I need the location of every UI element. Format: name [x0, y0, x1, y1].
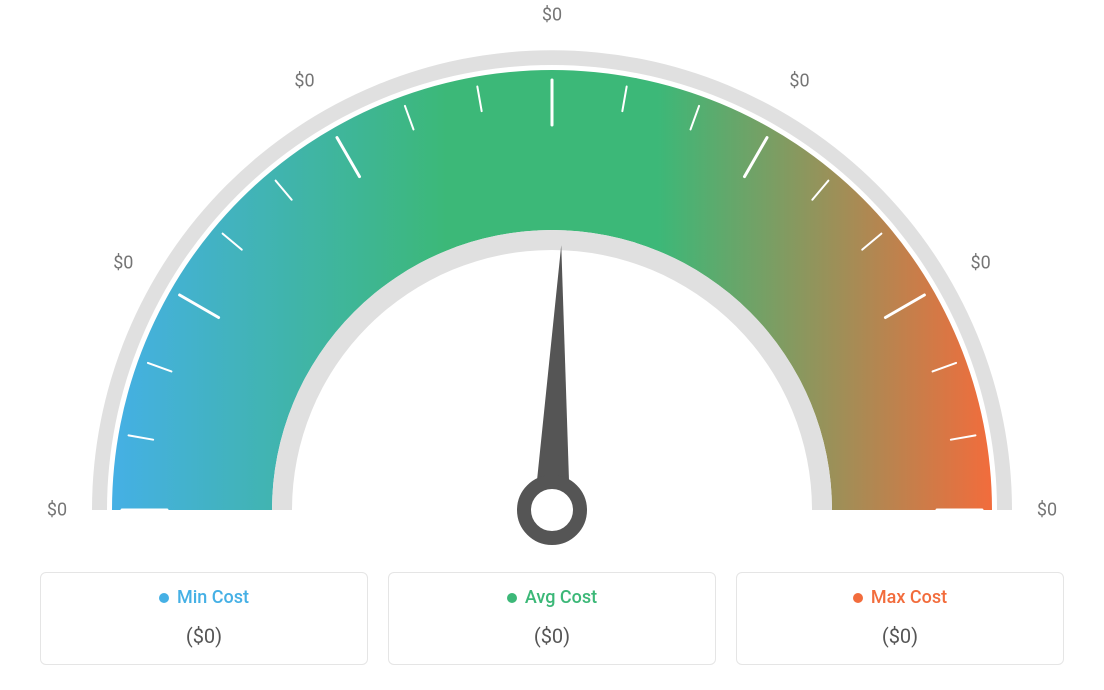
legend-label-max: Max Cost	[853, 587, 947, 608]
legend-text-avg: Avg Cost	[525, 587, 597, 608]
legend-dot-min	[159, 593, 169, 603]
gauge-tick-label: $0	[789, 71, 809, 92]
legend-label-min: Min Cost	[159, 587, 249, 608]
gauge-tick-label: $0	[1037, 500, 1057, 521]
legend-dot-max	[853, 593, 863, 603]
legend-text-max: Max Cost	[871, 587, 947, 608]
legend-card-max: Max Cost ($0)	[736, 572, 1064, 665]
legend-text-min: Min Cost	[177, 587, 249, 608]
legend-card-avg: Avg Cost ($0)	[388, 572, 716, 665]
legend-value-max: ($0)	[747, 624, 1053, 648]
gauge-svg	[0, 0, 1104, 560]
gauge-tick-label: $0	[47, 500, 67, 521]
gauge-tick-label: $0	[542, 5, 562, 26]
legend-label-avg: Avg Cost	[507, 587, 597, 608]
gauge-area: $0 $0 $0 $0 $0 $0 $0	[0, 0, 1104, 560]
legend-dot-avg	[507, 593, 517, 603]
gauge-tick-label: $0	[294, 71, 314, 92]
legend-row: Min Cost ($0) Avg Cost ($0) Max Cost ($0…	[40, 572, 1064, 665]
gauge-tick-label: $0	[971, 252, 991, 273]
cost-gauge-chart: $0 $0 $0 $0 $0 $0 $0 Min Cost ($0) Avg Cost ($…	[0, 0, 1104, 690]
gauge-tick-label: $0	[113, 252, 133, 273]
legend-value-min: ($0)	[51, 624, 357, 648]
legend-card-min: Min Cost ($0)	[40, 572, 368, 665]
legend-value-avg: ($0)	[399, 624, 705, 648]
